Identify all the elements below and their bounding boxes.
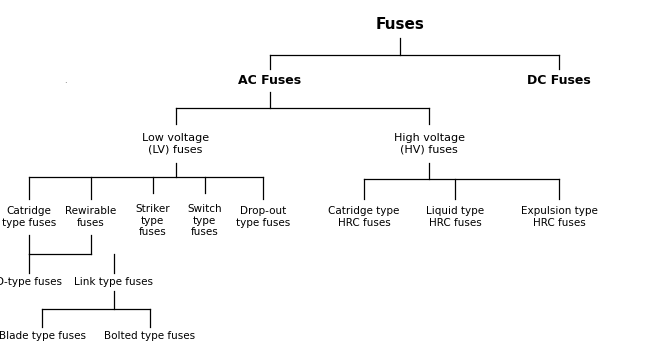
Text: Blade type fuses: Blade type fuses: [0, 331, 86, 341]
Text: D-type fuses: D-type fuses: [0, 277, 62, 287]
Text: AC Fuses: AC Fuses: [238, 74, 302, 87]
Text: Rewirable
fuses: Rewirable fuses: [66, 206, 116, 228]
Text: Liquid type
HRC fuses: Liquid type HRC fuses: [426, 206, 484, 228]
Text: Link type fuses: Link type fuses: [74, 277, 153, 287]
Text: Drop-out
type fuses: Drop-out type fuses: [236, 206, 291, 228]
Text: DC Fuses: DC Fuses: [527, 74, 591, 87]
Text: Low voltage
(LV) fuses: Low voltage (LV) fuses: [142, 133, 209, 154]
Text: High voltage
(HV) fuses: High voltage (HV) fuses: [393, 133, 465, 154]
Text: Catridge
type fuses: Catridge type fuses: [2, 206, 57, 228]
Text: Fuses: Fuses: [375, 17, 424, 32]
Text: Catridge type
HRC fuses: Catridge type HRC fuses: [328, 206, 400, 228]
Text: Expulsion type
HRC fuses: Expulsion type HRC fuses: [521, 206, 597, 228]
Text: Bolted type fuses: Bolted type fuses: [104, 331, 195, 341]
Text: Switch
type
fuses: Switch type fuses: [187, 204, 222, 237]
Text: .: .: [64, 76, 66, 85]
Text: Striker
type
fuses: Striker type fuses: [135, 204, 170, 237]
